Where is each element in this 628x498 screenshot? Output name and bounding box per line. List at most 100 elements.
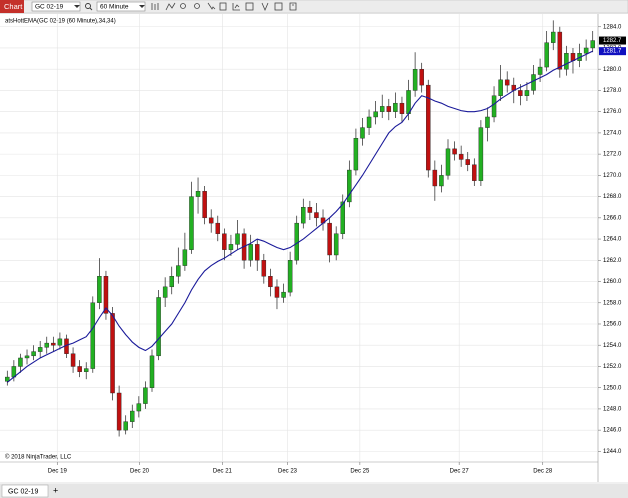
candle-body [176,265,181,277]
candle-body [439,175,444,187]
template-icon[interactable] [274,2,283,11]
candle-body [123,421,128,431]
price-marker-label: 1281.7 [603,49,622,55]
y-tick-label: 1272.0 [603,152,622,158]
drawing-tools-icon[interactable] [261,2,269,12]
candle-body [37,347,43,352]
search-icon[interactable] [85,3,91,9]
y-tick-label: 1266.0 [603,215,622,221]
candle-body [77,366,82,372]
candle-body [327,222,332,256]
candle-body [472,164,477,181]
candle-body [531,74,536,91]
candle-body [314,212,319,219]
candle-body [281,291,286,298]
candle-body [406,90,411,114]
candle-body [103,276,109,314]
x-tick-label: Dec 23 [278,469,298,475]
candle-body [379,106,385,112]
candle-body [307,207,313,213]
price-marker [599,47,626,56]
candle-body [419,69,424,86]
candle-body [248,244,253,261]
candle-body [110,313,115,394]
candle-body [261,260,267,277]
candle-body [57,338,63,346]
instrument-selector[interactable] [31,1,81,12]
candle-body [537,66,543,75]
candle-body [5,376,10,382]
candle-body [18,357,23,367]
candle-body [294,222,299,261]
candle-body [353,138,359,171]
candle-body [287,260,293,293]
tab-bar [0,484,628,498]
candle-body [445,148,451,176]
y-tick-label: 1256.0 [603,322,622,328]
candle-body [24,355,30,359]
y-tick-label: 1284.0 [603,24,622,30]
candle-body [366,116,372,128]
y-tick-label: 1252.0 [603,364,622,370]
candle-body [340,201,345,234]
draw-icon[interactable] [165,2,176,11]
instrument-tab-label: GC 02-19 [8,488,38,495]
add-tab-button[interactable]: + [53,485,58,495]
candle-body [373,111,378,118]
x-tick-label: Dec 20 [130,469,150,475]
y-tick-label: 1270.0 [603,173,622,179]
y-tick-label: 1258.0 [603,300,622,306]
data-box-icon[interactable] [289,2,297,11]
time-axis [0,462,598,482]
y-tick-label: 1276.0 [603,109,622,115]
bars-icon[interactable] [151,3,159,10]
candle-body [189,196,194,250]
toolbar-icons [151,2,297,12]
zoom-in-icon[interactable] [180,3,186,9]
candle-body [97,276,102,303]
candle-body [182,249,188,266]
x-tick-label: Dec 21 [213,469,233,475]
y-tick-label: 1246.0 [603,428,622,434]
price-marker-label: 1282.7 [603,38,622,44]
y-tick-label: 1268.0 [603,194,622,200]
pointer-icon[interactable] [207,2,216,10]
x-tick-label: Dec 28 [533,469,553,475]
zoom-out-icon[interactable] [194,3,200,9]
chart-tab-label: Chart [4,2,23,11]
candle-body [465,159,470,165]
candle-body [491,95,497,118]
chart-tab[interactable] [0,0,24,13]
y-tick-label: 1244.0 [603,449,622,455]
y-tick-label: 1250.0 [603,385,622,391]
candle-body [518,90,523,96]
candle-body [162,286,168,298]
strategy-icon[interactable] [245,2,254,11]
candle-body [31,351,36,357]
candle-body [478,127,484,181]
indicator-icon[interactable] [232,3,240,11]
interval-selector[interactable] [96,1,146,12]
candle-body [393,102,398,112]
x-tick-label: Dec 19 [48,469,68,475]
candle-body [143,387,148,404]
ema-line [6,50,593,383]
candle-body [255,244,260,261]
candle-body [274,286,280,298]
interval-label: 60 Minute [100,4,129,11]
candle-body [51,342,56,346]
instrument-tab[interactable] [1,484,49,498]
candle-body [583,47,589,54]
properties-icon[interactable] [219,2,227,11]
candle-body [136,403,142,412]
candle-body [458,153,464,160]
candle-body [83,368,89,372]
y-tick-label: 1254.0 [603,343,622,349]
y-tick-label: 1278.0 [603,88,622,94]
candle-body [195,191,201,197]
y-tick-label: 1248.0 [603,406,622,412]
toolbar [0,0,628,14]
y-tick-label: 1262.0 [603,258,622,264]
search-icon-handle [89,7,93,11]
